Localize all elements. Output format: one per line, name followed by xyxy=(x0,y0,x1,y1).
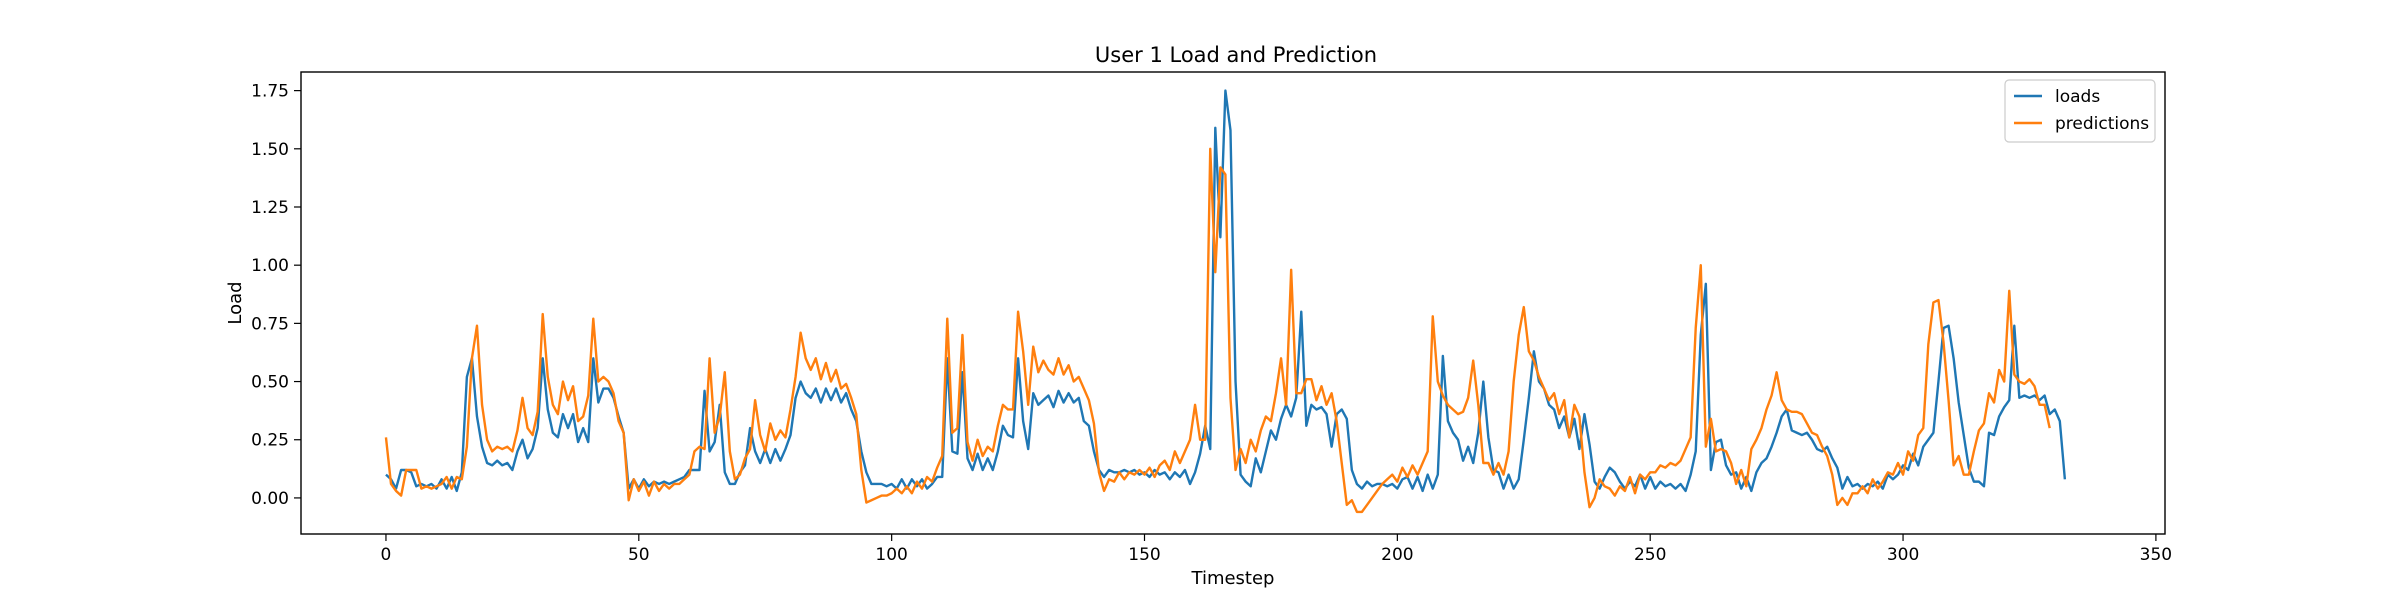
x-tick-label: 0 xyxy=(381,545,392,565)
x-tick-label: 350 xyxy=(2140,545,2172,565)
x-axis: 0 50 100 150 200 250 300 350 xyxy=(381,534,2172,565)
series-line-predictions xyxy=(384,147,2051,514)
y-tick-label: 0.00 xyxy=(251,489,289,509)
x-tick-label: 250 xyxy=(1634,545,1666,565)
x-axis-label: Timestep xyxy=(1191,568,1275,589)
y-tick-label: 0.75 xyxy=(251,314,289,334)
y-axis-label: Load xyxy=(225,281,246,324)
legend-label-predictions: predictions xyxy=(2055,114,2149,134)
chart-title: User 1 Load and Prediction xyxy=(1095,43,1377,67)
legend-label-loads: loads xyxy=(2055,87,2100,107)
y-tick-label: 0.50 xyxy=(251,373,289,393)
x-tick-label: 300 xyxy=(1887,545,1919,565)
y-tick-label: 1.75 xyxy=(251,82,289,102)
series-lines xyxy=(384,89,2067,514)
y-tick-label: 0.25 xyxy=(251,431,289,451)
x-tick-label: 150 xyxy=(1128,545,1160,565)
legend-box xyxy=(2004,79,2156,143)
series-line-loads xyxy=(385,89,2067,493)
y-tick-label: 1.25 xyxy=(251,198,289,218)
plot-area: 0 50 100 150 200 250 300 350 0.00 0.25 0.50 0.75 1.… xyxy=(251,71,2172,565)
axes-frame xyxy=(300,71,2166,535)
y-axis: 0.00 0.25 0.50 0.75 1.00 1.25 1.50 1.75 xyxy=(251,82,301,509)
y-tick-label: 1.50 xyxy=(251,140,289,160)
legend: loads predictions xyxy=(2004,79,2156,143)
x-tick-label: 200 xyxy=(1381,545,1413,565)
x-tick-label: 100 xyxy=(875,545,907,565)
y-tick-label: 1.00 xyxy=(251,256,289,276)
x-tick-label: 50 xyxy=(628,545,650,565)
